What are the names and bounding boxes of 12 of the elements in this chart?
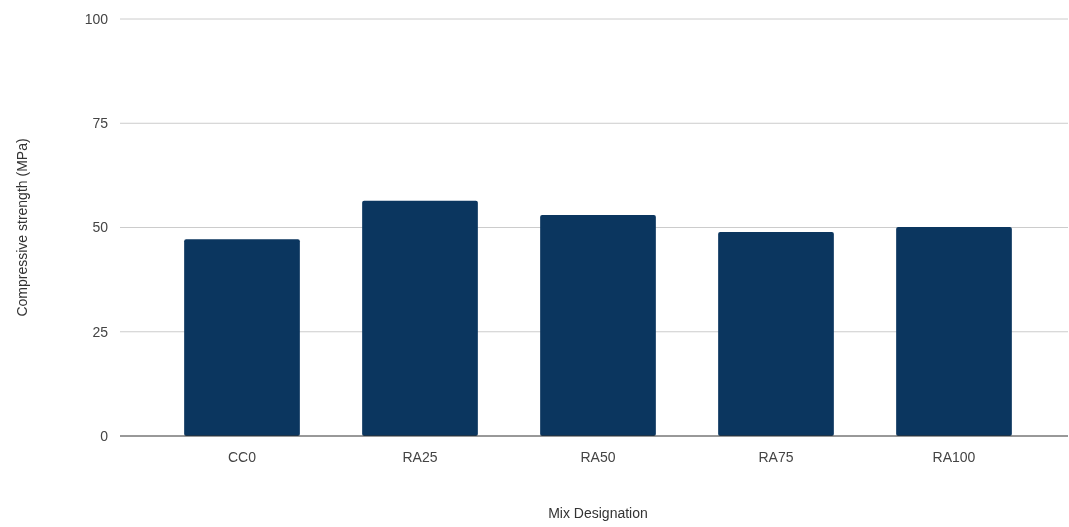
y-tick-label: 100 xyxy=(84,10,109,27)
x-tick-label: RA50 xyxy=(580,449,616,465)
x-axis-title: Mix Designation xyxy=(548,505,648,521)
y-tick-label: 0 xyxy=(100,427,109,444)
y-tick-label: 75 xyxy=(92,115,109,132)
y-tick-label: 25 xyxy=(92,323,109,340)
x-tick-label: CC0 xyxy=(227,449,257,465)
x-tick-label: RA100 xyxy=(932,449,976,465)
y-axis-title: Compressive strength (MPa) xyxy=(14,138,30,317)
y-tick-label: 50 xyxy=(92,219,109,236)
x-tick-label: RA75 xyxy=(758,449,794,465)
x-tick-label: RA25 xyxy=(402,449,438,465)
